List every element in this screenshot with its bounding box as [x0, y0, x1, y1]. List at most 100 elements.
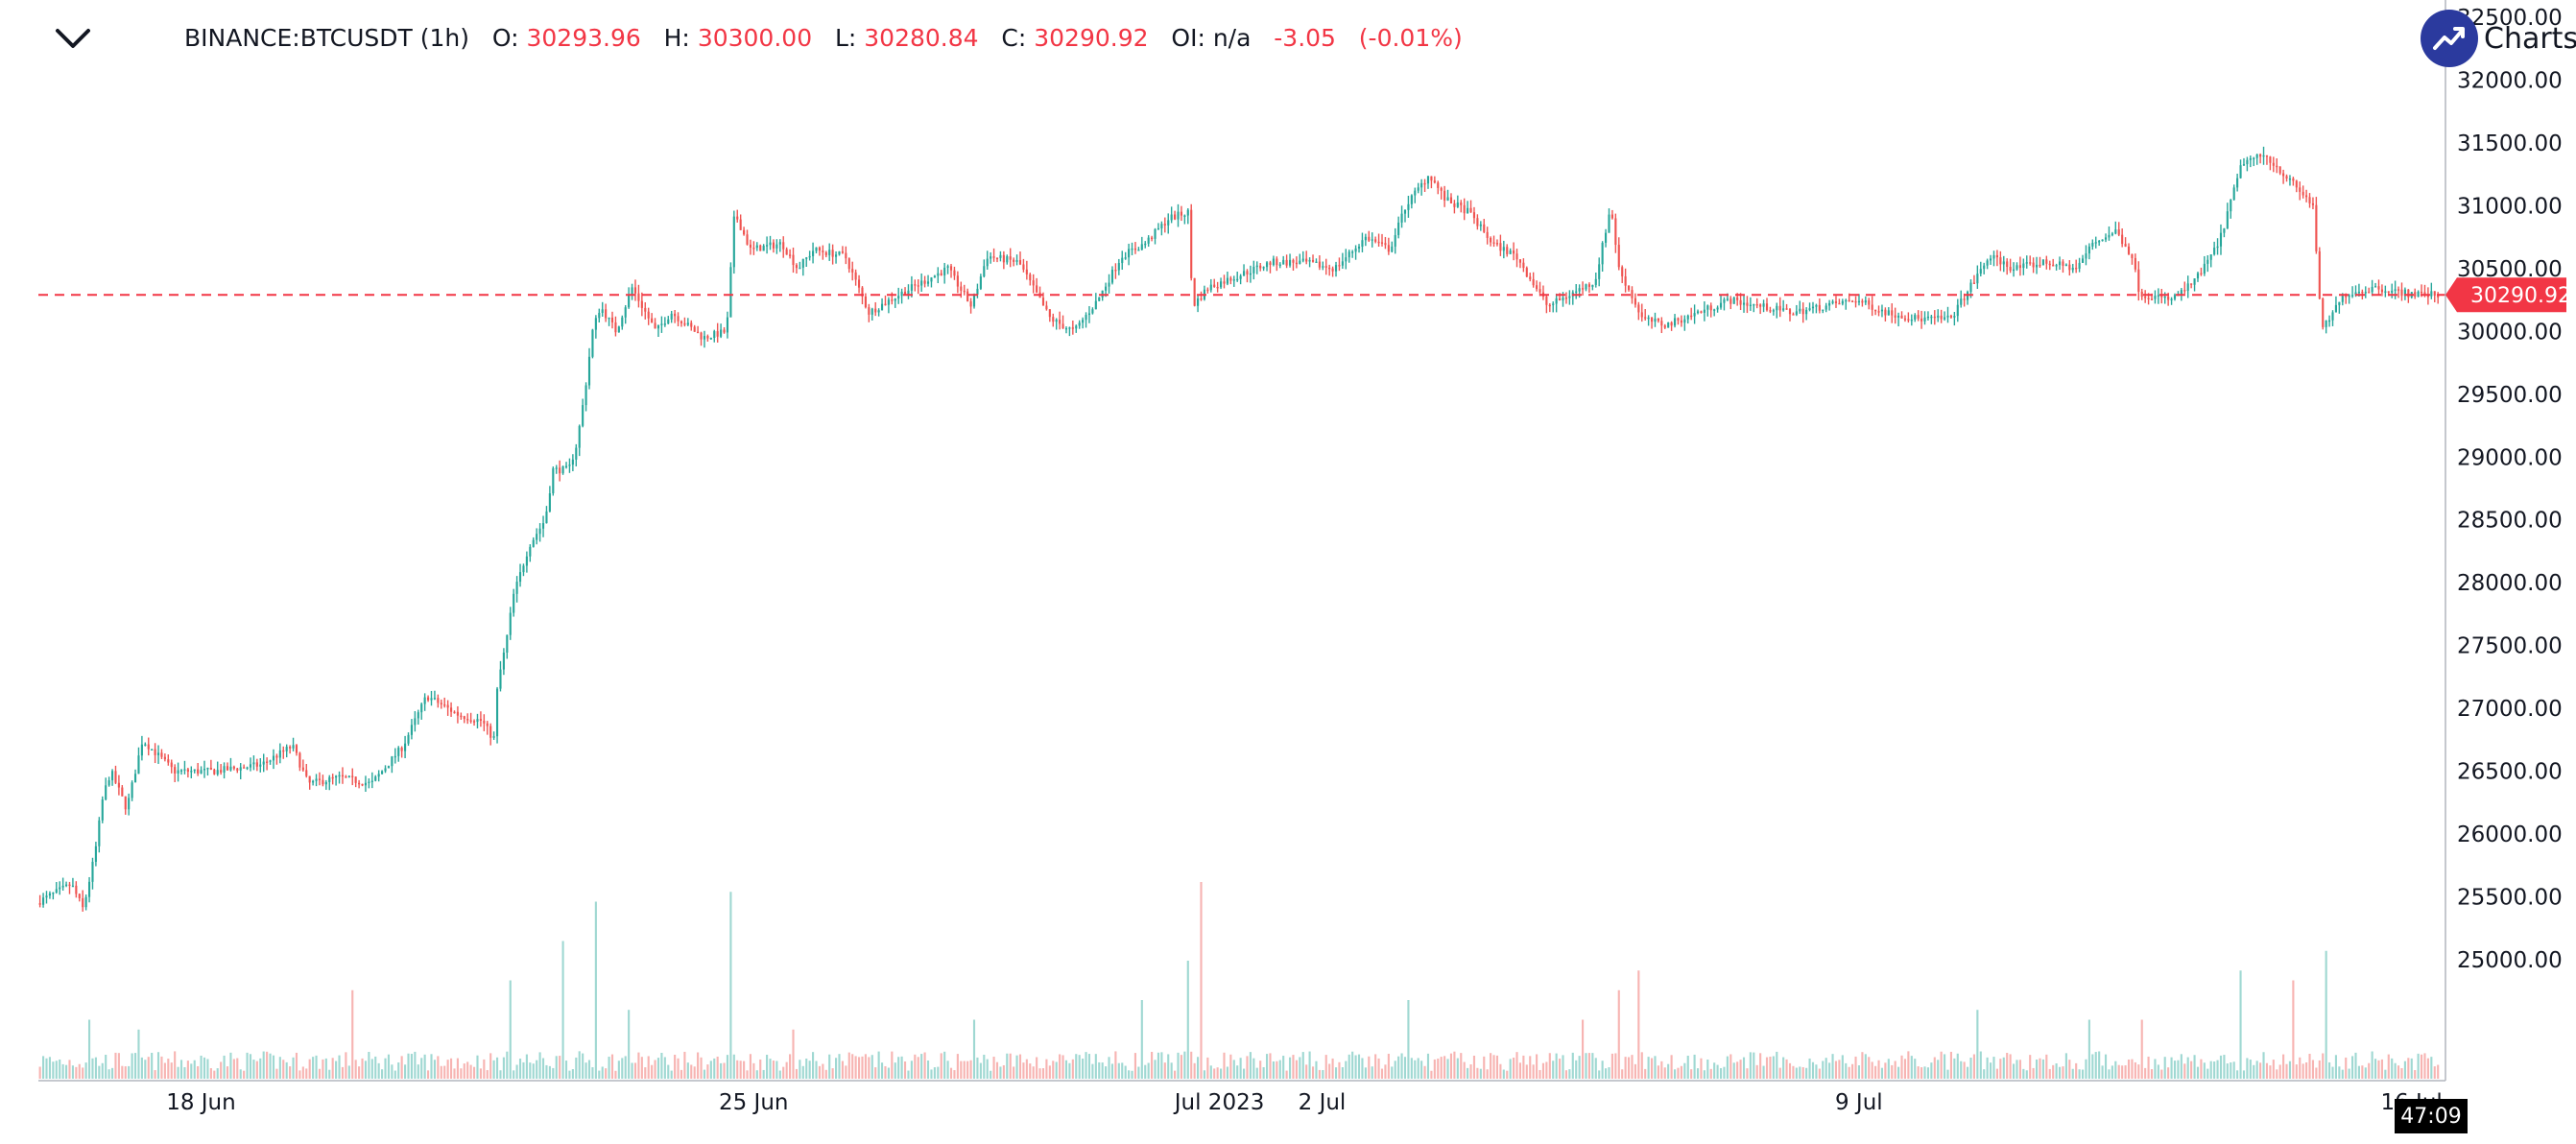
volume-bar [1851, 1063, 1854, 1079]
candle-body [874, 308, 877, 313]
candle-body [778, 242, 781, 245]
candle-body [2018, 265, 2021, 269]
candle-body [584, 385, 587, 406]
volume-bar [1131, 1070, 1133, 1079]
candle-body [1874, 309, 1877, 312]
volume-bar [361, 1058, 364, 1079]
volume-bar [1469, 1064, 1472, 1079]
candle-body [331, 776, 334, 779]
candle-body [674, 313, 677, 317]
volume-bar [2029, 1055, 2032, 1079]
candle-body [133, 774, 137, 783]
volume-bar [1917, 1066, 1920, 1079]
volume-bar [1200, 882, 1203, 1079]
volume-bar [1937, 1060, 1940, 1079]
volume-bar [2414, 1070, 2417, 1079]
last-price-label: 30290.92 [2470, 284, 2571, 308]
volume-bar [163, 1062, 166, 1079]
brand-logo[interactable]: Charts [2421, 10, 2576, 67]
volume-bar [628, 1010, 631, 1079]
last-price-badge-bg [2445, 277, 2566, 313]
volume-bar [1486, 1069, 1489, 1079]
candle-body [828, 250, 831, 255]
volume-bar [1147, 1062, 1150, 1079]
candle-body [1486, 231, 1489, 238]
candle-body [358, 782, 361, 785]
candle-body [370, 780, 373, 782]
open-label: O: [491, 24, 519, 52]
candle-body [183, 769, 186, 771]
candle-body [525, 556, 528, 566]
volume-bar [61, 1063, 64, 1079]
candle-body [137, 755, 140, 775]
volume-bar [518, 1059, 522, 1079]
candle-body [1490, 237, 1492, 243]
volume-bar [923, 1052, 926, 1079]
volume-bar [1654, 1056, 1657, 1079]
volume-bar [1255, 1067, 1258, 1079]
candle-body [838, 251, 841, 255]
candle-body [686, 322, 689, 325]
volume-bar [239, 1069, 242, 1079]
y-tick-label: 28000.00 [2457, 571, 2563, 596]
candle-body [1969, 282, 1972, 293]
candle-body [1949, 315, 1953, 318]
volume-bar [575, 1057, 578, 1079]
volume-bar [536, 1060, 538, 1079]
candle-body [2311, 203, 2315, 205]
volume-bar [137, 1029, 140, 1079]
volume-bar [216, 1068, 219, 1079]
candle-body [683, 322, 686, 325]
candle-body [1887, 310, 1890, 316]
candle-body [232, 766, 235, 769]
candle-body [709, 338, 712, 340]
volume-bar [1197, 1057, 1200, 1079]
volume-bar [2180, 1054, 2182, 1079]
candle-body [1151, 237, 1154, 239]
candle-body [1075, 325, 1078, 329]
candle-body [1006, 256, 1009, 263]
volume-bar [209, 1068, 212, 1079]
candle-body [1121, 257, 1124, 264]
candle-body [976, 288, 979, 295]
candle-body [877, 310, 880, 313]
volume-bar [1108, 1057, 1110, 1079]
volume-bar [179, 1060, 183, 1079]
volume-bar [1128, 1070, 1131, 1079]
candle-body [1252, 266, 1255, 274]
candle-body [1995, 254, 1998, 258]
volume-bar [1085, 1052, 1087, 1079]
volume-bar [667, 1064, 670, 1079]
volume-bar [160, 1056, 163, 1079]
volume-bar [2230, 1062, 2232, 1079]
volume-bar [1223, 1052, 1226, 1079]
volume-bar [2163, 1057, 2166, 1079]
candle-body [1778, 305, 1781, 311]
volume-bar [1278, 1060, 1281, 1079]
candle-body [1407, 203, 1410, 210]
volume-bar [2009, 1054, 2012, 1079]
candle-body [2190, 283, 2193, 285]
candle-body [272, 755, 275, 761]
volume-bar [377, 1062, 380, 1079]
volume-bar [2039, 1058, 2041, 1079]
volume-bar [972, 1019, 976, 1079]
collapse-legend-button[interactable] [52, 21, 94, 56]
volume-bar [1742, 1057, 1746, 1079]
volume-bar [2420, 1054, 2423, 1079]
candle-body [1621, 267, 1624, 276]
volume-bar [1453, 1051, 1456, 1079]
candle-body [179, 770, 183, 772]
candle-body [766, 245, 769, 247]
volume-bar [2397, 1065, 2400, 1079]
candle-body [2368, 292, 2371, 294]
volume-bar [1891, 1064, 1894, 1079]
volume-bars [38, 882, 2440, 1079]
volume-bar [1703, 1070, 1705, 1079]
volume-bar [308, 1059, 311, 1079]
candle-body [48, 893, 51, 896]
candle-body [1930, 316, 1933, 319]
candle-body [1667, 322, 1670, 328]
volume-bar [1594, 1058, 1597, 1079]
